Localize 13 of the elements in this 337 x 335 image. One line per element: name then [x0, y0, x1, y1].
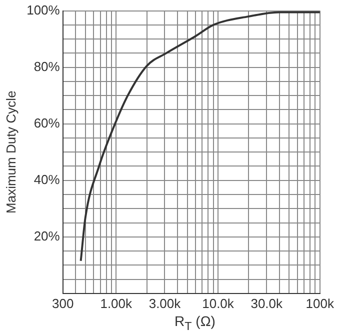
y-tick-label: 60% [34, 115, 60, 130]
y-axis-title: Maximum Duty Cycle [3, 90, 18, 214]
x-axis-title: R$_{T}$ (Ω) [174, 313, 216, 333]
y-tick-label: 20% [34, 228, 60, 244]
x-tick-label: 10.0k [202, 296, 234, 311]
y-tick-label: 40% [34, 172, 60, 187]
x-tick-label: 100k [306, 296, 334, 311]
x-tick-label: 30.0k [250, 296, 284, 311]
x-tick-label: 3.00k [148, 296, 182, 311]
y-tick-label: 100% [26, 2, 60, 18]
y-tick-label: 80% [34, 58, 60, 74]
x-tick-label: 300 [52, 296, 74, 311]
x-tick-label: 1.00k [100, 296, 133, 311]
